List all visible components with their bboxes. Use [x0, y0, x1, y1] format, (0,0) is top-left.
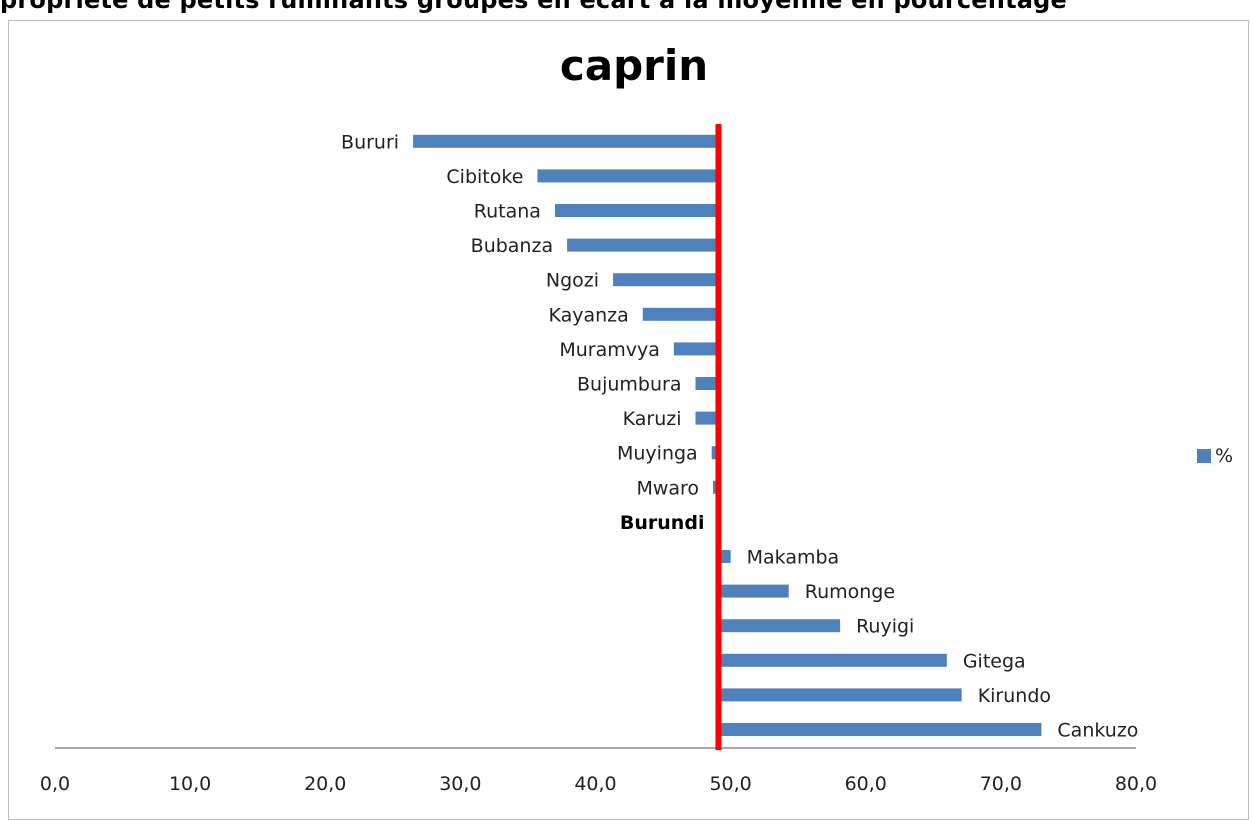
bar-rumonge	[718, 584, 789, 598]
category-label-ruyigi: Ruyigi	[856, 616, 914, 638]
bar-muramvya	[673, 342, 719, 356]
x-tick-label: 80,0	[1115, 773, 1157, 795]
bar-muyinga	[711, 446, 719, 460]
legend: %	[1197, 445, 1233, 467]
x-tick-label: 10,0	[169, 773, 211, 795]
category-label-muramvya: Muramvya	[559, 339, 660, 361]
bar-karuzi	[695, 411, 719, 425]
category-label-kayanza: Kayanza	[548, 304, 628, 326]
bar-rutana	[554, 204, 719, 217]
chart-title: caprin	[560, 41, 708, 90]
bar-kirundo	[718, 688, 962, 702]
category-label-karuzi: Karuzi	[623, 408, 682, 430]
bar-gitega	[718, 653, 947, 667]
category-label-bururi: Bururi	[341, 131, 399, 153]
x-tick-label: 50,0	[709, 773, 751, 795]
x-tick-label: 70,0	[980, 773, 1022, 795]
bar-ngozi	[613, 273, 719, 287]
bar-cibitoke	[537, 169, 719, 183]
bar-bubanza	[567, 238, 719, 252]
category-label-makamba: Makamba	[747, 547, 840, 569]
category-label-ngozi: Ngozi	[546, 270, 599, 292]
bar-kayanza	[642, 307, 719, 321]
bars-group	[413, 134, 1042, 736]
bar-cankuzo	[718, 723, 1042, 736]
category-label-burundi: Burundi	[620, 512, 705, 534]
x-tick-label: 0,0	[40, 773, 70, 795]
x-tick-label: 60,0	[845, 773, 887, 795]
category-label-bubanza: Bubanza	[471, 235, 553, 257]
x-tick-label: 30,0	[439, 773, 481, 795]
category-label-rutana: Rutana	[474, 201, 541, 223]
category-label-mwaro: Mwaro	[636, 477, 699, 499]
legend-label: %	[1215, 445, 1233, 467]
category-label-kirundo: Kirundo	[978, 685, 1051, 707]
category-label-cankuzo: Cankuzo	[1057, 720, 1138, 742]
top-caption: propriété de petits ruminants groupés en…	[0, 0, 1067, 14]
category-label-cibitoke: Cibitoke	[446, 166, 523, 188]
bar-makamba	[718, 550, 731, 563]
x-tick-label: 40,0	[574, 773, 616, 795]
category-label-muyinga: Muyinga	[617, 443, 698, 465]
bar-ruyigi	[718, 619, 841, 633]
x-tick-labels: 0,0 10,0 20,0 30,0 40,0 50,0 60,0 70,0 80,0	[40, 773, 1157, 795]
category-labels: Bururi Cibitoke Rutana Bubanza Ngozi Kayanza M…	[341, 131, 1138, 741]
bar-bururi	[413, 134, 719, 148]
category-label-gitega: Gitega	[963, 650, 1026, 672]
bar-bujumbura	[695, 377, 719, 390]
category-label-bujumbura: Bujumbura	[577, 374, 681, 396]
x-tick-label: 20,0	[304, 773, 346, 795]
category-label-rumonge: Rumonge	[805, 581, 895, 603]
legend-swatch	[1197, 449, 1211, 463]
